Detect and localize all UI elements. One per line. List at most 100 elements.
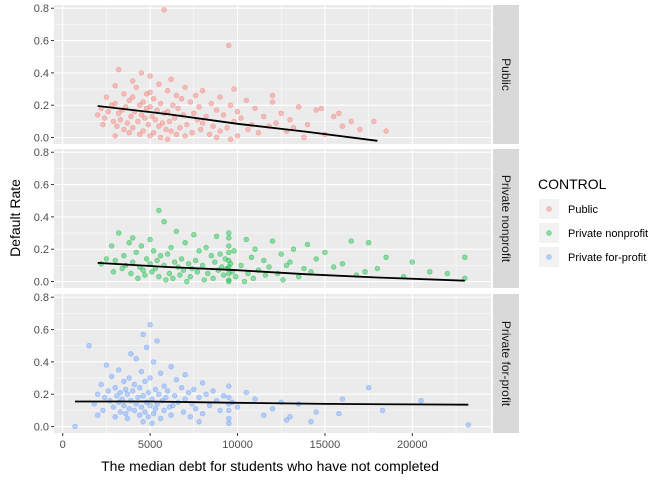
y-tick-label: 0.4 — [34, 212, 49, 224]
data-point — [210, 388, 216, 394]
data-point — [152, 386, 159, 393]
y-tick-label: 0.4 — [34, 68, 49, 80]
data-point — [157, 253, 164, 259]
y-tick-label: 0.2 — [34, 100, 49, 112]
data-point — [137, 412, 143, 418]
data-point — [171, 259, 178, 265]
data-point — [191, 386, 197, 393]
legend-label: Public — [568, 204, 598, 216]
data-point — [156, 391, 162, 397]
data-point — [142, 378, 148, 384]
data-point — [173, 131, 180, 138]
data-point — [173, 377, 180, 383]
data-point — [112, 133, 118, 139]
data-point — [206, 131, 213, 138]
data-point — [124, 120, 131, 126]
data-point — [226, 235, 232, 241]
data-point — [296, 104, 302, 110]
data-point — [208, 100, 215, 107]
data-point — [339, 261, 346, 267]
data-point — [135, 275, 141, 281]
data-point — [108, 373, 115, 380]
data-point — [101, 115, 108, 121]
data-point — [161, 383, 167, 389]
y-tick-label: 0.0 — [34, 277, 49, 289]
data-point — [105, 108, 111, 115]
data-point — [100, 121, 106, 128]
data-point — [184, 121, 190, 128]
legend-label: Private nonprofit — [568, 228, 648, 240]
data-point — [142, 272, 148, 278]
facet-strip-label: Private nonprofit — [499, 175, 513, 263]
data-point — [444, 270, 450, 277]
data-point — [217, 128, 223, 134]
data-point — [383, 254, 389, 260]
data-point — [233, 274, 239, 280]
data-point — [147, 236, 153, 243]
data-point — [365, 385, 372, 391]
data-point — [243, 389, 250, 396]
facet-strip — [493, 149, 519, 288]
data-point — [86, 343, 92, 349]
data-point — [98, 381, 104, 388]
data-point — [130, 235, 136, 241]
data-point — [115, 230, 122, 236]
data-point — [269, 406, 276, 412]
data-point — [143, 344, 150, 350]
data-point — [103, 256, 110, 262]
data-point — [114, 393, 120, 399]
data-point — [287, 117, 293, 123]
facet-strip-label: Private for-profit — [499, 321, 513, 407]
trend-line — [97, 105, 378, 142]
data-point — [156, 274, 162, 280]
data-point — [210, 275, 216, 281]
data-point — [226, 264, 232, 270]
data-point — [252, 246, 258, 252]
data-point — [196, 419, 202, 425]
data-point — [182, 133, 188, 139]
data-point — [130, 125, 136, 131]
data-point — [140, 331, 146, 338]
data-point — [243, 97, 250, 104]
data-point — [170, 275, 176, 281]
data-point — [147, 375, 153, 381]
legend-entry: Private for-profit — [539, 247, 646, 267]
data-point — [166, 270, 173, 277]
data-point — [226, 42, 232, 49]
data-point — [187, 274, 194, 280]
data-point — [149, 113, 155, 120]
data-point — [383, 128, 389, 134]
y-tick-label: 0.8 — [34, 292, 49, 304]
facet-panel: 0.0 0.2 0.4 0.6 0.8 Private for-profit — [34, 292, 519, 434]
data-point — [156, 123, 162, 129]
data-point — [220, 272, 227, 278]
data-point — [130, 388, 136, 394]
data-point — [154, 257, 160, 264]
data-point — [203, 113, 209, 120]
data-point — [226, 383, 232, 389]
data-point — [245, 270, 251, 277]
data-point — [213, 134, 220, 141]
facet-panel: 0.0 0.2 0.4 0.6 0.8 Public — [34, 3, 519, 145]
data-point — [152, 117, 159, 123]
data-point — [112, 83, 118, 89]
data-point — [182, 240, 188, 246]
data-point — [137, 131, 143, 138]
data-point — [266, 264, 272, 270]
trend-line — [75, 400, 469, 406]
data-point — [287, 259, 293, 265]
data-point — [175, 105, 181, 112]
data-point — [226, 243, 232, 249]
data-point — [304, 241, 311, 248]
data-point — [212, 259, 218, 265]
data-point — [105, 388, 111, 394]
data-point — [269, 99, 276, 105]
legend-key-point — [546, 230, 552, 236]
data-point — [156, 207, 162, 214]
data-point — [203, 391, 209, 397]
facet-panel: 0.0 0.2 0.4 0.6 0.8 Private nonprofit — [34, 147, 519, 289]
data-point — [213, 233, 220, 240]
data-point — [161, 7, 167, 13]
data-point — [157, 415, 164, 422]
data-point — [168, 76, 174, 83]
